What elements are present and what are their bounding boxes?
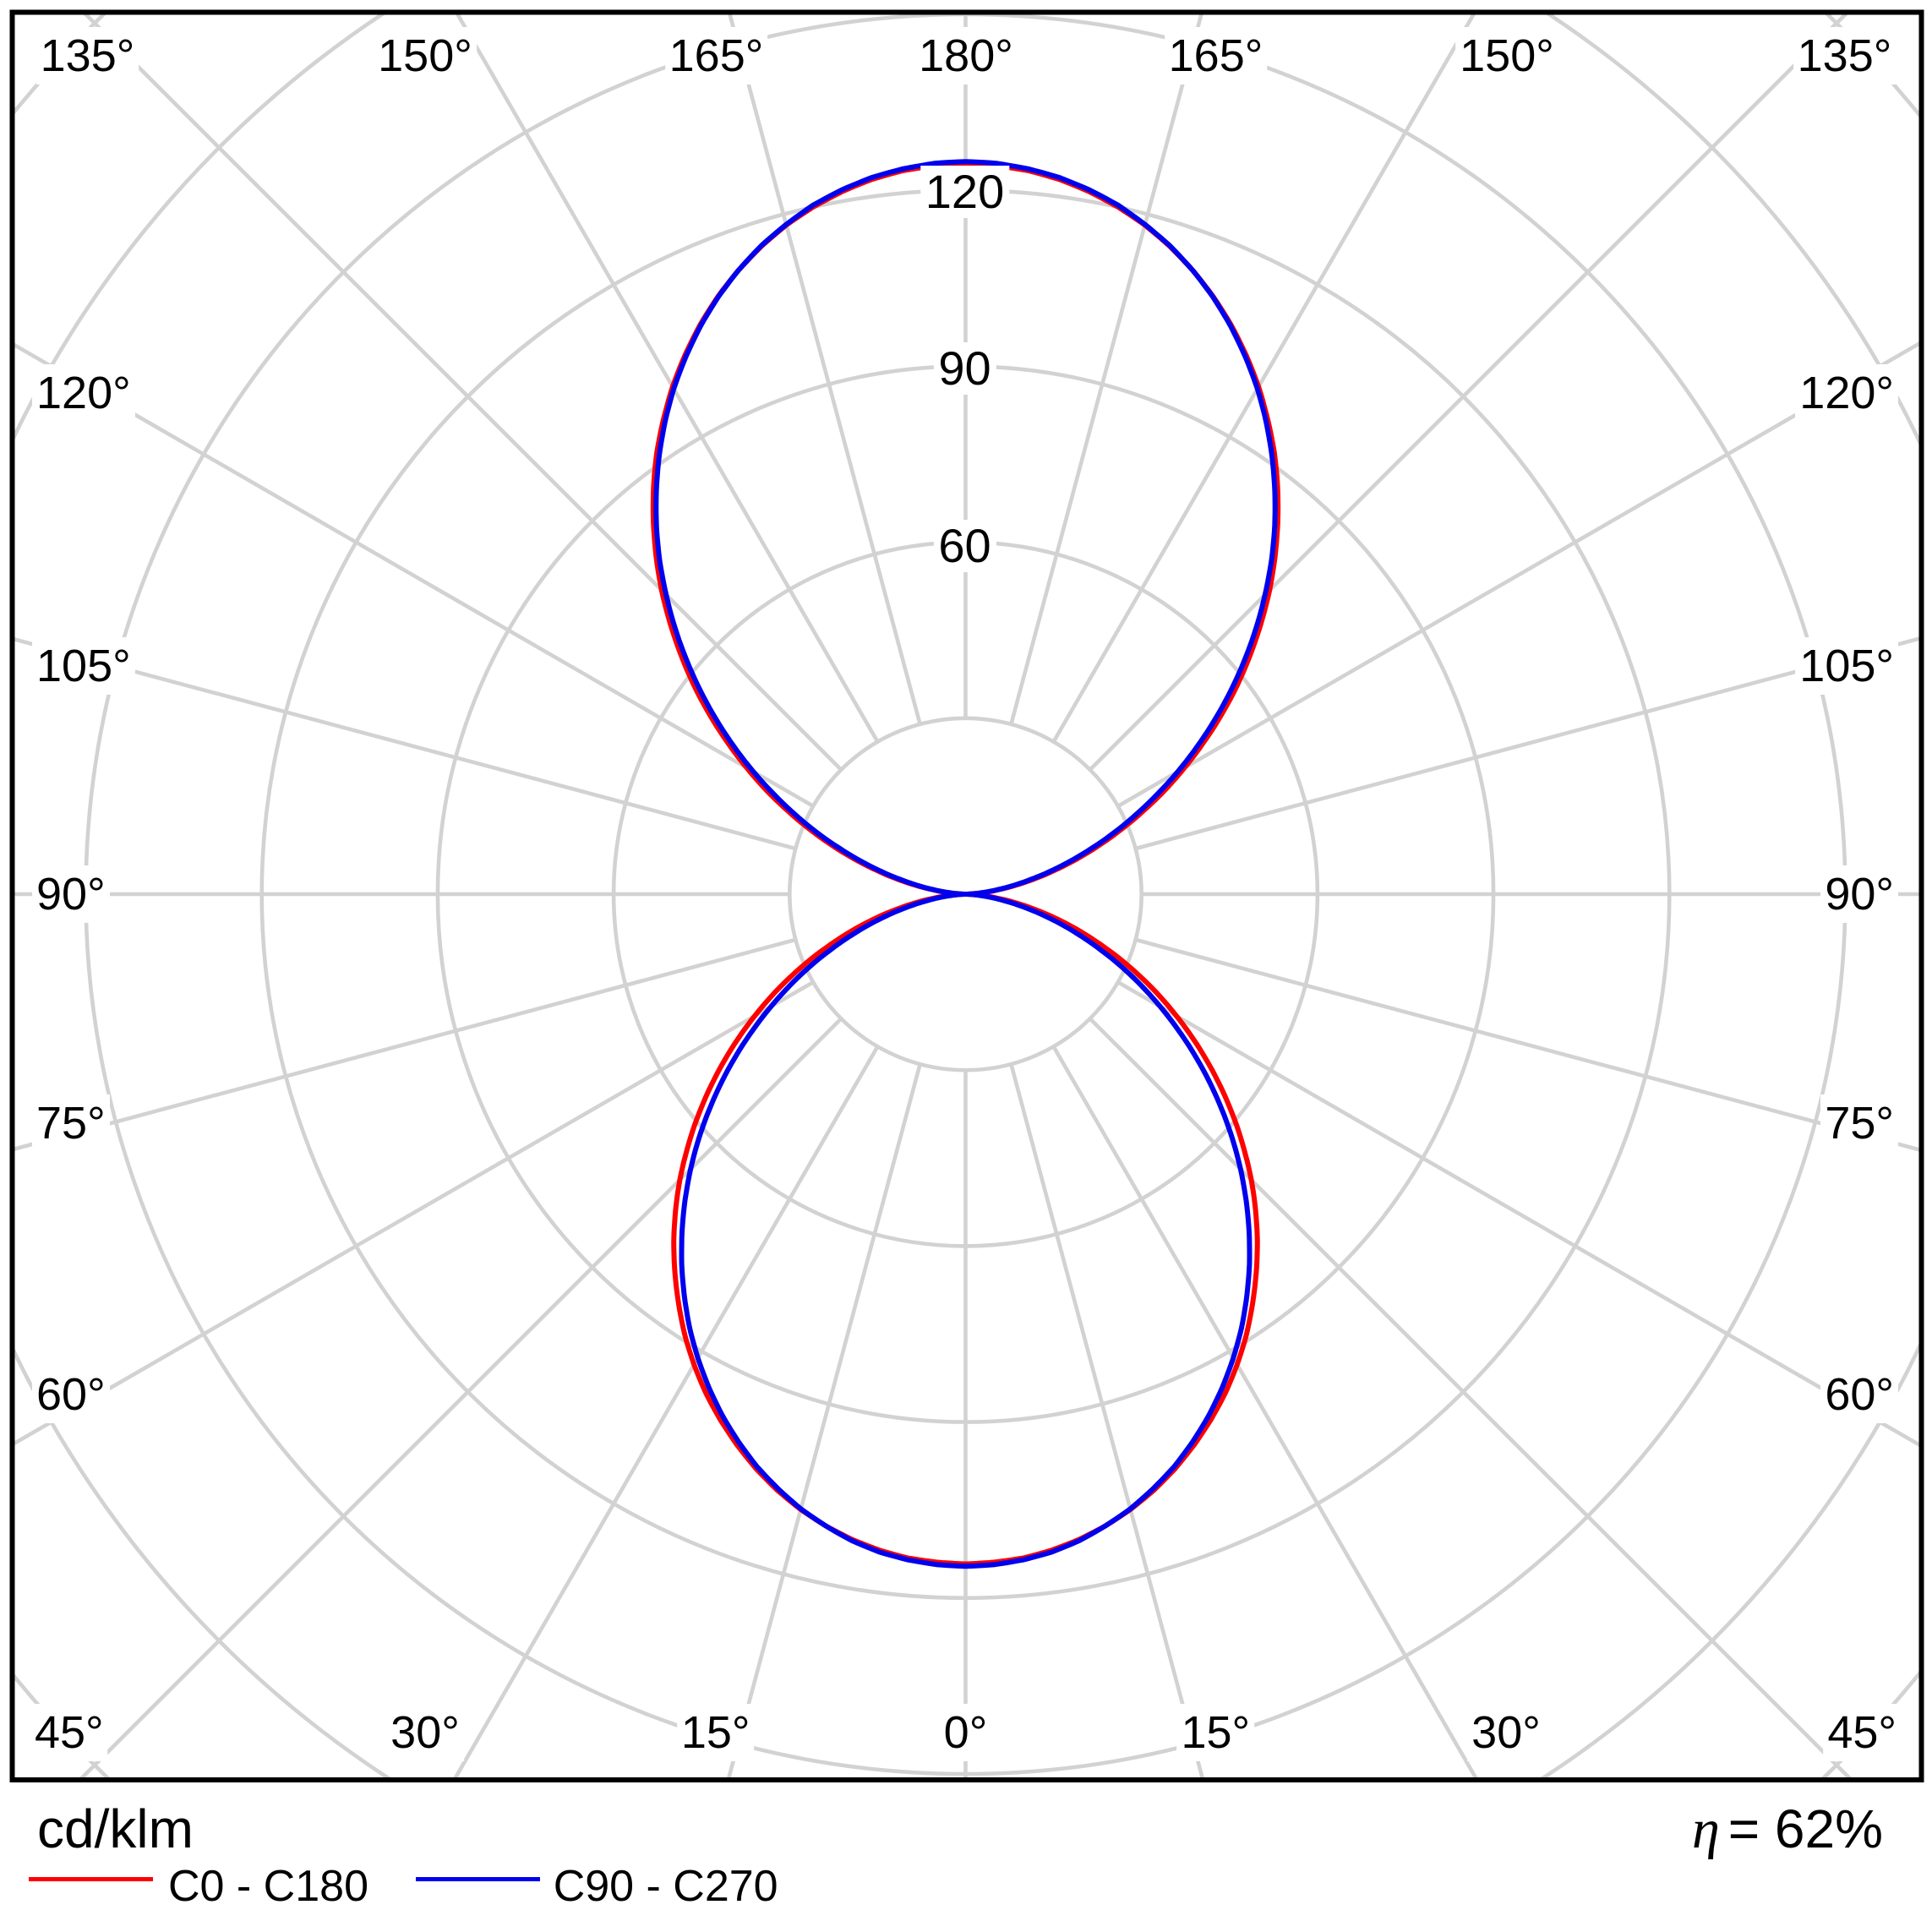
curve-c90-c270	[653, 159, 1278, 1569]
angle-label-left-4: 60°	[32, 1366, 110, 1423]
radial-tick-label-60: 60	[933, 520, 996, 572]
angle-label-bottom-3: 0°	[939, 1704, 992, 1761]
legend-label-c0-c180: C0 - C180	[168, 1862, 368, 1911]
angle-label-right-0: 120°	[1795, 364, 1898, 422]
legend-swatch-c90-c270	[415, 1877, 541, 1881]
angle-label-right-1: 105°	[1795, 637, 1898, 695]
plot-border	[9, 9, 1924, 1782]
angle-label-left-0: 120°	[32, 364, 135, 422]
radial-tick-label-120: 120	[920, 166, 1010, 218]
angle-label-top-2: 165°	[664, 27, 768, 85]
angle-label-top-3: 180°	[914, 27, 1018, 85]
angle-label-bottom-5: 30°	[1467, 1704, 1545, 1761]
angle-label-right-2: 90°	[1820, 865, 1898, 923]
angle-label-left-3: 75°	[32, 1094, 110, 1152]
angle-label-left-2: 90°	[32, 865, 110, 923]
angle-label-top-0: 135°	[35, 27, 139, 85]
angle-label-top-4: 165°	[1164, 27, 1268, 85]
angle-label-bottom-0: 45°	[30, 1704, 108, 1761]
angle-label-bottom-6: 45°	[1823, 1704, 1902, 1761]
angle-label-top-6: 135°	[1793, 27, 1897, 85]
angle-label-bottom-4: 15°	[1176, 1704, 1255, 1761]
efficiency-label: η = 62%	[1692, 1802, 1883, 1858]
angle-label-right-3: 75°	[1820, 1094, 1898, 1152]
angle-label-bottom-1: 30°	[386, 1704, 464, 1761]
angle-label-right-4: 60°	[1820, 1366, 1898, 1423]
legend-swatch-c0-c180	[29, 1877, 153, 1881]
angle-label-top-1: 150°	[374, 27, 477, 85]
efficiency-value: = 62%	[1727, 1798, 1883, 1859]
legend-label-c90-c270: C90 - C270	[553, 1862, 778, 1911]
radial-unit-label: cd/klm	[37, 1798, 194, 1859]
radial-tick-label-90: 90	[933, 342, 996, 395]
angle-label-top-5: 150°	[1455, 27, 1558, 85]
angle-label-left-1: 105°	[32, 637, 135, 695]
angle-label-bottom-2: 15°	[676, 1704, 755, 1761]
eta-symbol: η	[1692, 1798, 1720, 1860]
